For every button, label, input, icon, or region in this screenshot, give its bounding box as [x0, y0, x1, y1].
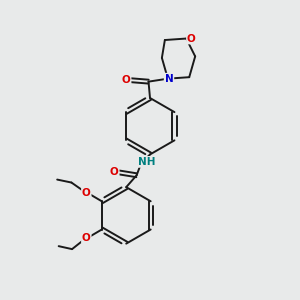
Text: O: O [82, 188, 91, 198]
Text: O: O [110, 167, 119, 177]
Text: N: N [165, 74, 173, 84]
Text: O: O [187, 34, 196, 44]
Text: NH: NH [138, 157, 155, 167]
Text: O: O [82, 233, 91, 243]
Text: O: O [122, 75, 130, 85]
